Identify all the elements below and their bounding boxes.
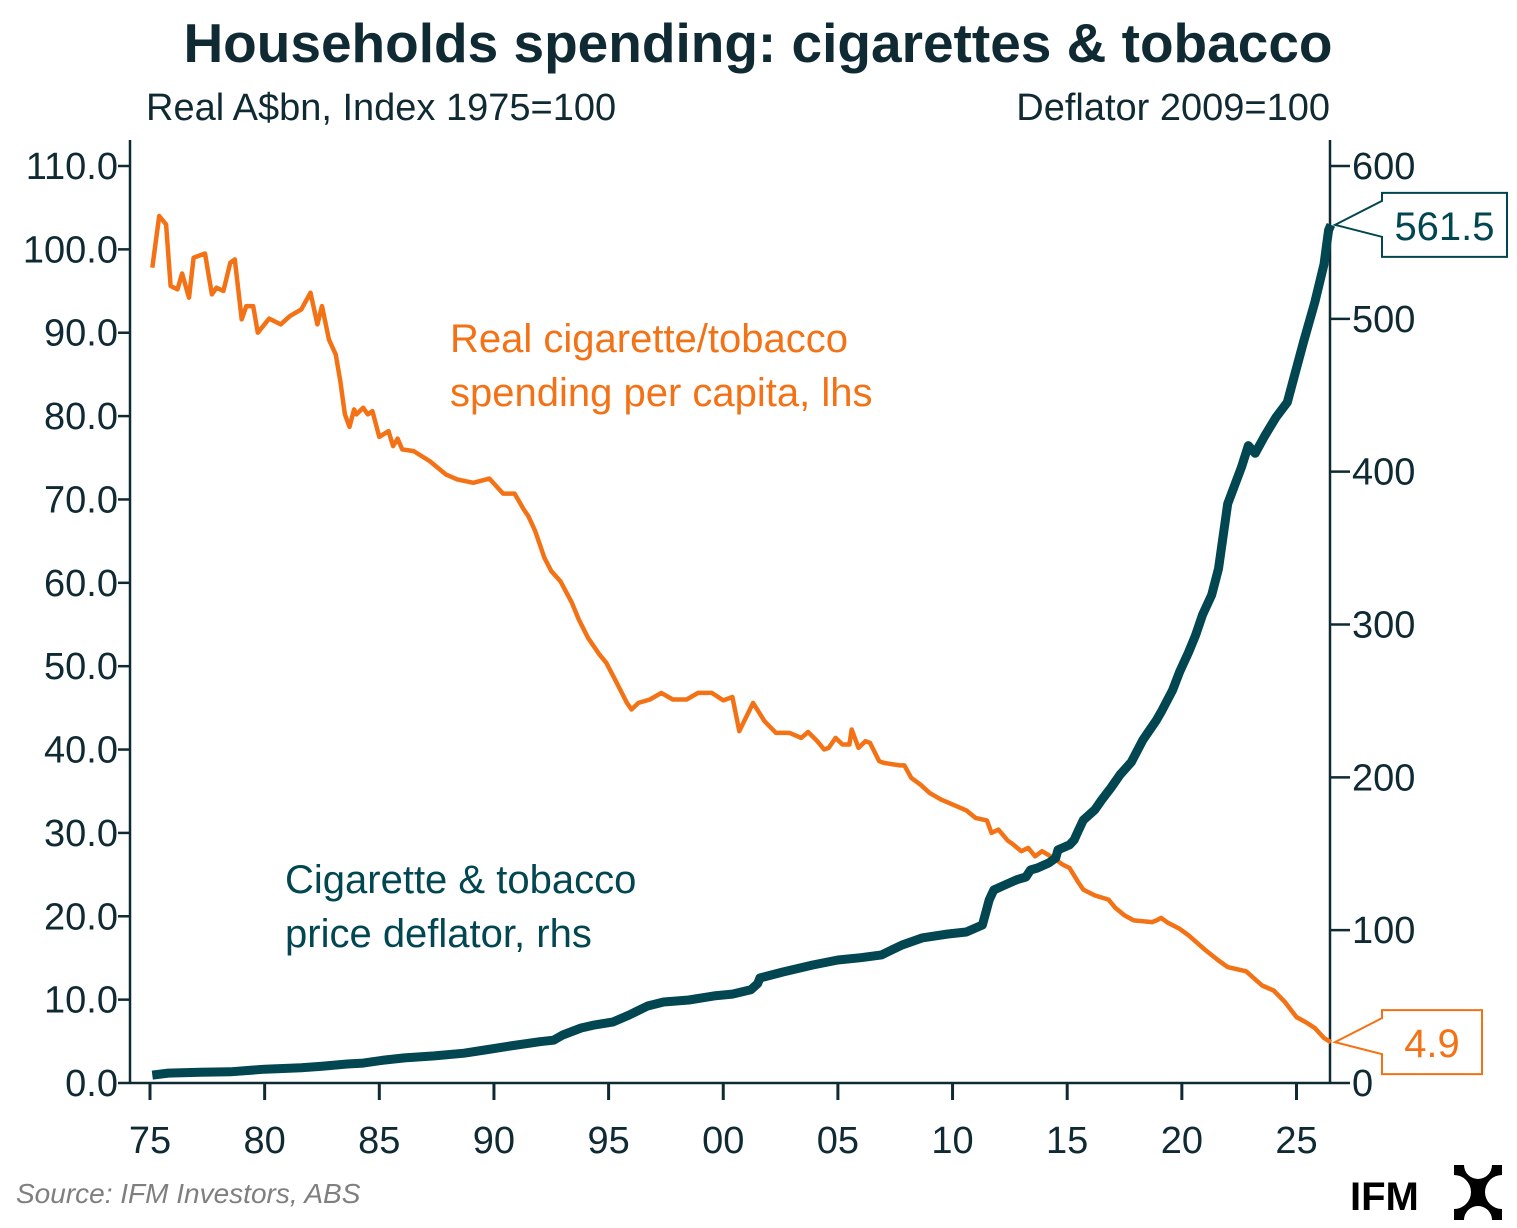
end-value-callouts: 4.9 561.5 [1332,191,1508,1076]
chart-title: Households spending: cigarettes & tobacc… [183,12,1332,74]
x-tick-label: 85 [358,1120,400,1162]
right-tick-label: 0 [1352,1063,1373,1105]
ifm-logo-text: IFM [1350,1175,1419,1219]
ifm-logo: IFM [1350,1151,1517,1228]
left-tick-label: 50.0 [44,646,118,688]
x-tick-label: 15 [1046,1120,1088,1162]
right-tick-label: 500 [1352,299,1415,341]
left-tick-label: 80.0 [44,396,118,438]
deflator-line [151,223,1336,1080]
left-axis-label: Real A$bn, Index 1975=100 [146,87,616,129]
left-tick-label: 100.0 [23,229,118,271]
left-tick-label: 10.0 [44,980,118,1022]
x-tick-label: 75 [129,1120,171,1162]
axes [118,140,1350,1100]
series-lines [150,213,1336,1080]
spending-line [150,213,1333,1045]
spending-end-value: 4.9 [1404,1022,1460,1066]
x-tick-label: 95 [587,1120,629,1162]
x-tick-label: 00 [702,1120,744,1162]
left-tick-label: 30.0 [44,813,118,855]
left-tick-label: 20.0 [44,896,118,938]
x-tick-label: 20 [1161,1120,1203,1162]
tick-labels: 0.0 10.0 20.0 30.0 40.0 50.0 60.0 70.0 80.0 90.0 1… [23,146,1416,1162]
left-tick-label: 60.0 [44,563,118,605]
source-note: Source: IFM Investors, ABS [16,1178,361,1209]
x-tick-label: 10 [931,1120,973,1162]
x-tick-label: 90 [473,1120,515,1162]
right-axis-label: Deflator 2009=100 [1016,87,1330,129]
ifm-logo-icon [1437,1151,1517,1228]
right-tick-label: 600 [1352,146,1415,188]
right-tick-label: 100 [1352,910,1415,952]
deflator-end-callout [1332,191,1508,258]
left-tick-label: 40.0 [44,730,118,772]
right-tick-label: 200 [1352,757,1415,799]
x-tick-label: 80 [244,1120,286,1162]
series-label-spending-line1: Real cigarette/tobacco [450,317,848,361]
left-tick-label: 70.0 [44,479,118,521]
deflator-end-value: 561.5 [1394,205,1494,249]
series-label-deflator-line2: price deflator, rhs [285,912,592,956]
left-tick-label: 90.0 [44,313,118,355]
left-tick-label: 110.0 [26,146,118,188]
x-tick-label: 05 [817,1120,859,1162]
spending-end-callout [1332,1009,1483,1076]
series-label-deflator-line1: Cigarette & tobacco [285,858,636,902]
series-label-spending-line2: spending per capita, lhs [450,371,873,415]
right-tick-label: 300 [1352,605,1415,647]
left-tick-label: 0.0 [65,1063,118,1105]
right-tick-label: 400 [1352,452,1415,494]
x-tick-label: 25 [1275,1120,1317,1162]
